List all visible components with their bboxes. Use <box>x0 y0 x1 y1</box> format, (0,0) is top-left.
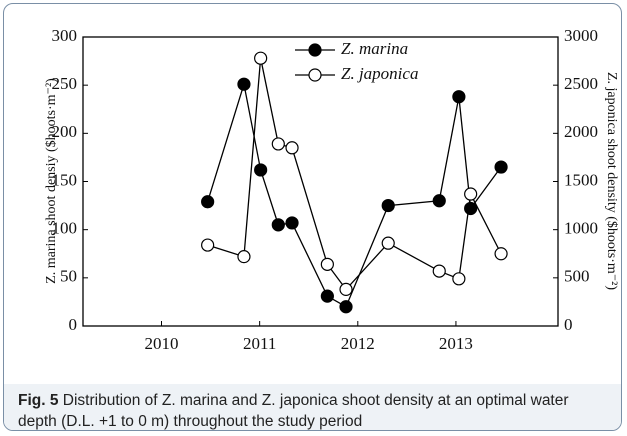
y-tick-label: 100 <box>52 219 78 238</box>
x-tick-label: 2012 <box>341 334 375 353</box>
y-tick-label: 250 <box>52 74 78 93</box>
data-point <box>494 160 508 174</box>
series-line <box>207 58 502 291</box>
y-tick-label: 50 <box>60 267 77 286</box>
data-point <box>237 77 251 91</box>
y2-tick-label: 1500 <box>564 170 598 189</box>
x-tick-label: 2010 <box>145 334 179 353</box>
x-tick-label: 2013 <box>439 334 473 353</box>
y-axis-label: Z. marina shoot densiy ($hoots·m⁻²) <box>44 78 59 284</box>
legend-label: Z. japonica <box>341 64 418 83</box>
data-point <box>381 198 395 213</box>
y-tick-label: 200 <box>52 122 78 141</box>
data-point <box>381 236 395 250</box>
data-point <box>464 201 478 216</box>
y2-tick-label: 2000 <box>564 122 598 141</box>
data-point <box>432 264 446 278</box>
data-point <box>432 194 446 208</box>
figure-frame: Fig. 5 Distribution of Z. marina and Z. … <box>3 3 622 431</box>
y-tick-label: 300 <box>52 26 78 45</box>
x-tick-label: 2011 <box>243 334 276 353</box>
y2-tick-label: 0 <box>564 315 573 334</box>
y2-tick-label: 2500 <box>564 74 598 93</box>
data-point <box>494 247 508 261</box>
caption-text: Distribution of Z. marina and Z. japonic… <box>18 392 569 430</box>
data-point <box>254 51 268 65</box>
legend-marker <box>308 68 322 82</box>
legend-label: Z. marina <box>341 39 408 58</box>
caption-label: Fig. 5 <box>18 392 59 409</box>
y2-tick-label: 3000 <box>564 26 598 45</box>
data-point <box>285 216 299 230</box>
series-line <box>207 84 502 308</box>
data-point <box>464 187 478 201</box>
caption: Fig. 5 Distribution of Z. marina and Z. … <box>4 384 621 430</box>
data-point <box>452 90 466 104</box>
data-point <box>285 141 299 155</box>
data-point <box>339 282 353 296</box>
data-point <box>271 218 285 232</box>
legend-marker <box>308 43 322 57</box>
data-point <box>320 289 334 303</box>
y2-tick-label: 500 <box>564 267 590 286</box>
data-point <box>271 137 285 151</box>
y2-axis-label: Z. japonica shoot density ($hoots·m⁻²) <box>604 72 619 290</box>
data-point <box>254 163 268 177</box>
y-tick-label: 150 <box>52 170 78 189</box>
data-point <box>452 272 466 286</box>
data-point <box>339 300 353 314</box>
data-point <box>320 257 334 271</box>
data-point <box>201 195 215 209</box>
data-point <box>237 250 251 264</box>
y2-tick-label: 1000 <box>564 219 598 238</box>
data-point <box>201 238 215 252</box>
y-tick-label: 0 <box>69 315 78 334</box>
